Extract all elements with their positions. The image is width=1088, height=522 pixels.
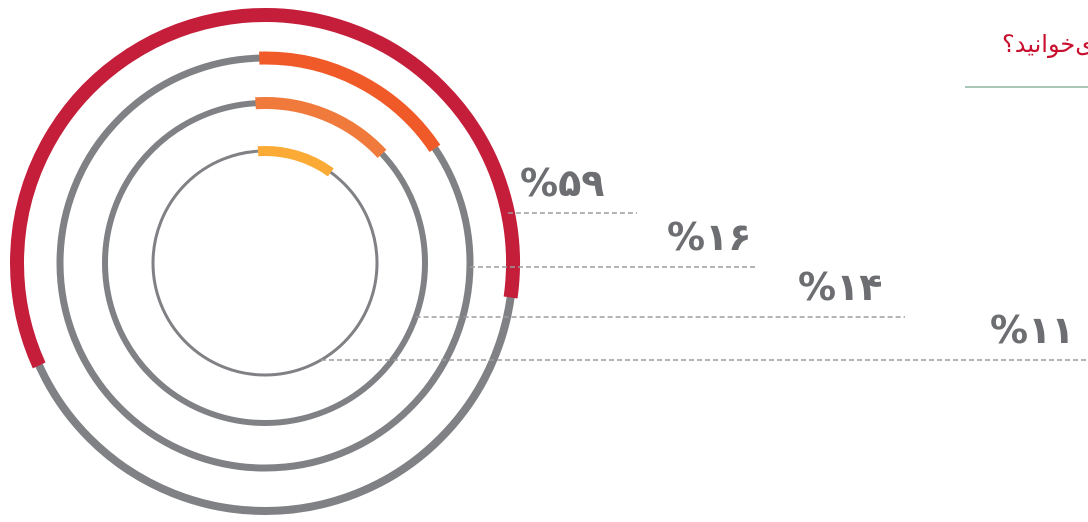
- ring-arc-2: [259, 51, 441, 153]
- ring-arc-1: [10, 8, 520, 369]
- ring-arc-4: [257, 146, 334, 177]
- chart-title: ی‌خوانید؟: [1002, 30, 1088, 58]
- ring-track-4: [151, 149, 379, 377]
- percent-label-3: %۱۴: [798, 265, 882, 309]
- ring-arc-3: [255, 97, 387, 159]
- title-underline: [965, 86, 1088, 88]
- percent-label-2: %۱۶: [667, 215, 751, 259]
- percent-label-1: %۵۹: [520, 161, 604, 205]
- percent-label-4: %۱۱: [990, 308, 1074, 352]
